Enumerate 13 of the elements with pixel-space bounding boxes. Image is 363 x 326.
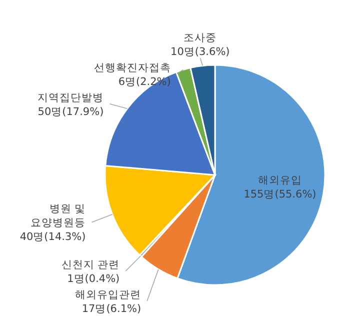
data-label: 10명(3.6%) [170, 46, 230, 58]
slice-label: 지역집단발병 [38, 92, 104, 104]
slice-label: 신천지 관련 [61, 259, 120, 271]
data-label: 1명(0.4%) [67, 273, 120, 285]
data-label: 40명(14.3%) [20, 231, 86, 244]
slice-label: 조사중 [184, 32, 217, 44]
slice-label: 해외유입관련 [75, 289, 142, 301]
slice-label: 해외유입 [258, 174, 302, 186]
data-label: 155명(55.6%) [244, 188, 316, 200]
slice-label: 병원 및 요양병원등 [30, 203, 86, 230]
slice-label: 선행확진자접촉 [94, 62, 171, 74]
data-label: 17명(6.1%) [82, 303, 142, 315]
data-label: 50명(17.9%) [38, 106, 104, 118]
